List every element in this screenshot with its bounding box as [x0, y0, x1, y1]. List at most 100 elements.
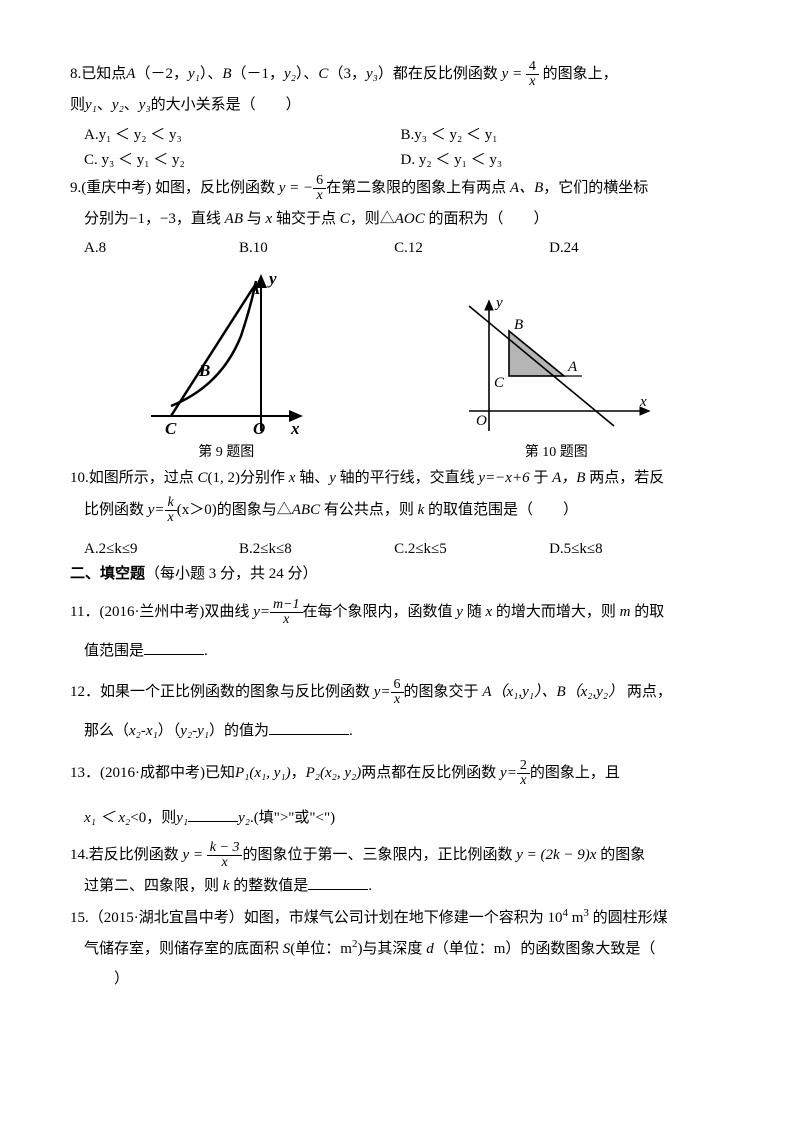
fig9-y: y: [267, 269, 277, 288]
question-12: 12．如果一个正比例函数的图象与反比例函数 y=6x的图象交于 A（x₁,y₁）…: [70, 678, 730, 707]
spacer: [70, 588, 730, 598]
q8-stem: 8.已知点: [70, 66, 126, 82]
q14-stem-b: 的图象位于第一、三象限内，正比例函数: [242, 847, 516, 863]
q14-stem-a: 14.若反比例函数: [70, 847, 183, 863]
q13-lt0: <0，则: [130, 810, 176, 826]
figure-row: A B C O x y 第 9 题图 B A C O x y 第 10 题图: [70, 266, 730, 465]
fig10-A: A: [567, 359, 578, 375]
q14-frac: k − 3x: [207, 841, 243, 870]
q8-pBend: ）、: [296, 66, 319, 82]
q10-a2: (1, 2)分别作: [208, 470, 289, 486]
q12-den: x: [391, 693, 404, 707]
q9-l2e: 的面积为（ ）: [425, 211, 549, 227]
q10-a3: 轴、: [295, 470, 329, 486]
q9-ab: A、B: [510, 179, 543, 195]
q8-l2y2: y₂: [112, 97, 124, 113]
q12-stem-c: 两点，: [623, 684, 672, 700]
q10-a4: 轴的平行线，交直线: [336, 470, 479, 486]
q13-y1: y₁: [176, 810, 188, 826]
q10-eq1: y=−x+6: [478, 470, 529, 486]
fig9-svg: A B C O x y: [141, 266, 311, 441]
q15-u1: m: [568, 910, 583, 926]
q8-l2y1: y₁: [85, 97, 97, 113]
q12-mid: ）（: [158, 723, 181, 739]
q13-end: .(填">"或"<"): [250, 810, 335, 826]
q13-y2: y₂: [238, 810, 250, 826]
q10-optD: D.5≤k≤8: [549, 537, 704, 563]
q8-options: A.y₁ ＜ y₂ ＜ y₃ B.y₃ ＜ y₂ ＜ y₁ C. y₃ ＜ y₁…: [84, 123, 730, 174]
figure-10: B A C O x y 第 10 题图: [454, 291, 659, 465]
q11-den: x: [270, 613, 303, 627]
q9-den: x: [313, 189, 326, 203]
fig9-x: x: [290, 419, 300, 438]
q12-l2b: ）的值为: [209, 723, 269, 739]
q9-stem-b: 在第二象限的图象上有两点: [326, 179, 510, 195]
q10-line2: 比例函数 y=kx(x＞0)的图象与△ABC 有公共点，则 k 的取值范围是（ …: [84, 496, 730, 525]
q13-comma: ，: [291, 765, 306, 781]
q8-pAend: ）、: [200, 66, 223, 82]
q11-yeq: y=: [253, 604, 270, 620]
q14-num: k − 3: [207, 841, 243, 856]
q11-line2: 值范围是.: [84, 639, 730, 665]
spacer: [70, 749, 730, 759]
fig10-O: O: [476, 413, 487, 429]
q10-cond: (x＞0)的图象与△: [177, 502, 292, 518]
q8-yeq: y =: [502, 66, 526, 82]
q11-l2: 值范围是: [84, 643, 144, 659]
q12-line2: 那么（x₂-x₁）（y₂-y₁）的值为.: [84, 719, 730, 745]
q8-optD: D. y₂ ＜ y₁ ＜ y₃: [401, 148, 718, 174]
spacer: [70, 711, 730, 719]
figure-9: A B C O x y 第 9 题图: [141, 266, 311, 465]
q14-l2a: 过第二、四象限，则: [84, 878, 223, 894]
question-14: 14.若反比例函数 y = k − 3x的图象位于第一、三象限内，正比例函数 y…: [70, 841, 730, 870]
question-13: 13．(2016·成都中考)已知P₁(x₁, y₁)，P₂(x₂, y₂)两点都…: [70, 759, 730, 788]
q8-stem-b: 的图象上，: [539, 66, 618, 82]
q14-den: x: [207, 856, 243, 870]
q12-yeq: y=: [374, 684, 391, 700]
q12-frac: 6x: [391, 678, 404, 707]
question-15: 15.（2015·湖北宜昌中考）如图，市煤气公司计划在地下修建一个容积为 104…: [70, 904, 730, 932]
q14-eq2: y = (2k − 9)x: [516, 847, 596, 863]
q10-frac: kx: [165, 496, 177, 525]
fig10-y: y: [494, 295, 503, 311]
q10-l2c: 的取值范围是（ ）: [424, 502, 578, 518]
q14-line2: 过第二、四象限，则 k 的整数值是.: [84, 874, 730, 900]
q8-l2y3: y₃: [139, 97, 151, 113]
q9-AB: AB: [225, 211, 243, 227]
q10-A: A，B: [552, 470, 585, 486]
q15-l2a: 气储存室，则储存室的底面积: [84, 941, 283, 957]
q13-l2a: x₁ ＜ x₂: [84, 810, 130, 826]
q8-y1: y₁: [188, 66, 200, 82]
q11-stem-d: 的增大而增大，则: [492, 604, 620, 620]
q9-l2b: 与: [243, 211, 266, 227]
q15-l2c: )与其深度: [357, 941, 426, 957]
q13-stem-c: 的图象上，且: [530, 765, 620, 781]
q15-stem-b: 的圆柱形煤: [589, 910, 668, 926]
q12-num: 6: [391, 678, 404, 693]
q9-optD: D.24: [549, 236, 704, 262]
question-11: 11．(2016·兰州中考)双曲线 y=m−1x在每个象限内，函数值 y 随 x…: [70, 598, 730, 627]
q9-optB: B.10: [239, 236, 394, 262]
q10-C: C: [198, 470, 208, 486]
q10-optA: A.2≤k≤9: [84, 537, 239, 563]
q8-l2c: 、: [124, 97, 139, 113]
section-2-title: 二、填空题: [70, 566, 145, 582]
fig10-caption: 第 10 题图: [454, 441, 659, 465]
q12-e1: x₂-x₁: [129, 723, 158, 739]
q13-frac: 2x: [517, 759, 530, 788]
question-9: 9.(重庆中考) 如图，反比例函数 y = −6x在第二象限的图象上有两点 A、…: [70, 174, 730, 203]
q11-num: m−1: [270, 598, 303, 613]
q14-yeq: y =: [183, 847, 207, 863]
q8-line2: 则y₁、y₂、y₃的大小关系是（ ）: [70, 93, 730, 119]
q10-stem-a: 10.如图所示，过点: [70, 470, 198, 486]
fig9-caption: 第 9 题图: [141, 441, 311, 465]
q8-y2: y₂: [284, 66, 296, 82]
spacer: [70, 631, 730, 639]
q9-Cp: C: [340, 211, 350, 227]
q13-den: x: [517, 774, 530, 788]
q9-l2d: ，则△: [350, 211, 395, 227]
q10-optC: C.2≤k≤5: [394, 537, 549, 563]
q8-num: 4: [526, 60, 539, 75]
q10-den: x: [165, 511, 177, 525]
q10-a6: 两点，若反: [585, 470, 664, 486]
